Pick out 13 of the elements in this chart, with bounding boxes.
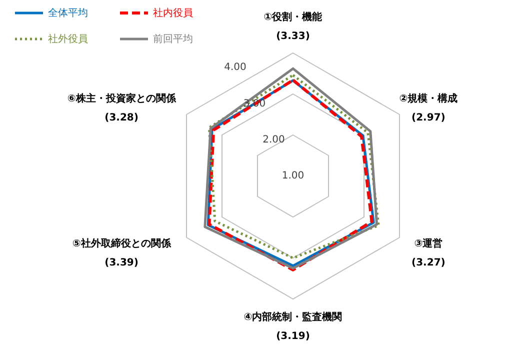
y-tick-label: 2.00	[262, 134, 285, 146]
legend-label: 社外役員	[48, 32, 88, 46]
legend-label: 前回平均	[153, 33, 193, 46]
y-tick-label: 1.00	[282, 170, 304, 182]
y-tick-label: 4.00	[224, 62, 246, 74]
spoke-label: ⑥株主・投資家との関係 (3.28)	[67, 92, 177, 124]
legend-label: 全体平均	[48, 7, 88, 20]
spoke-label: ②規模・構成 (2.97)	[399, 92, 458, 124]
spoke-label: ①役割・機能 (3.33)	[264, 11, 324, 42]
spoke-label: ③運営 (3.27)	[412, 238, 446, 268]
spoke-label: ⑤社外取締役との関係 (3.39)	[72, 238, 172, 268]
spoke-label: ④内部統制・監査機関 (3.19)	[244, 311, 342, 342]
legend-label: 社内役員	[153, 6, 193, 20]
